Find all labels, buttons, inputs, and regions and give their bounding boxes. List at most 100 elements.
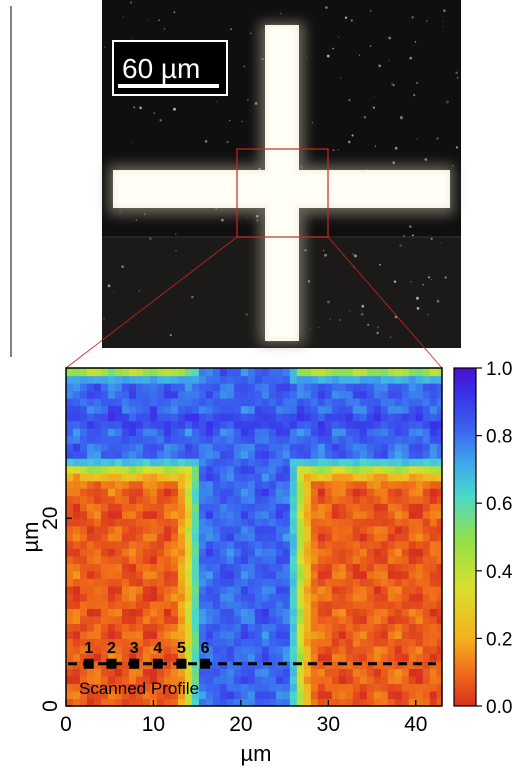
heatmap-cell (128, 675, 137, 685)
heatmap-cell (401, 488, 410, 497)
heatmap-cell (338, 608, 347, 617)
heatmap-cell (282, 555, 291, 564)
heatmap-cell (380, 495, 389, 504)
dust-speck (322, 249, 325, 251)
heatmap-cell (380, 525, 389, 534)
heatmap-cell (317, 668, 326, 677)
heatmap-cell (135, 698, 144, 706)
heatmap-cell (93, 660, 102, 670)
heatmap-cell (324, 450, 333, 459)
heatmap-cell (380, 533, 389, 542)
heatmap-cell (436, 675, 442, 685)
heatmap-cell (73, 503, 81, 512)
heatmap-cell (107, 368, 116, 377)
heatmap-cell (73, 368, 81, 377)
heatmap-cell (331, 450, 340, 459)
heatmap-cell (289, 383, 298, 392)
heatmap-cell (191, 443, 200, 452)
y-tick-label: 20 (39, 507, 62, 530)
heatmap-cell (191, 653, 200, 662)
heatmap-cell (79, 383, 88, 392)
heatmap-cell (107, 690, 116, 700)
heatmap-cell (317, 473, 326, 482)
heatmap-cell (296, 563, 305, 572)
heatmap-cell (394, 428, 403, 437)
heatmap-cell (394, 420, 403, 429)
heatmap-cell (156, 510, 165, 519)
heatmap-cell (254, 428, 263, 437)
heatmap-cell (149, 375, 158, 384)
heatmap-cell (296, 503, 305, 512)
heatmap-cell (317, 503, 326, 512)
heatmap-cell (373, 390, 382, 399)
heatmap-cell (352, 593, 361, 602)
heatmap-cell (254, 413, 263, 422)
dust-speck (442, 20, 444, 22)
heatmap-cell (387, 450, 396, 459)
heatmap-cell (247, 698, 256, 706)
heatmap-cell (79, 435, 88, 444)
heatmap-cell (184, 495, 193, 504)
heatmap-cell (107, 420, 116, 429)
dust-speck (411, 234, 414, 237)
heatmap-cell (73, 405, 81, 414)
heatmap-cell (107, 510, 116, 519)
heatmap-cell (387, 645, 396, 655)
heatmap-cell (415, 683, 424, 692)
heatmap-cell (240, 638, 249, 647)
heatmap-cell (254, 608, 263, 617)
heatmap-cell (79, 623, 88, 632)
heatmap-cell (338, 443, 347, 452)
heatmap-cell (359, 405, 368, 414)
heatmap-cell (184, 458, 193, 467)
heatmap-cell (191, 428, 200, 437)
heatmap-cell (121, 608, 130, 617)
heatmap-cell (366, 563, 375, 572)
heatmap-cell (289, 428, 298, 437)
heatmap-cell (261, 578, 270, 587)
heatmap-cell (66, 630, 74, 639)
heatmap-cell (359, 533, 368, 542)
heatmap-cell (226, 570, 235, 579)
dust-speck (426, 313, 429, 316)
heatmap-cell (352, 548, 361, 557)
heatmap-cell (415, 413, 424, 422)
dust-speck (439, 242, 441, 244)
heatmap-cell (142, 443, 151, 452)
heatmap-cell (359, 645, 368, 655)
heatmap-cell (191, 683, 200, 692)
colorbar-tick-label: 1.0 (486, 359, 512, 380)
dust-speck (324, 253, 327, 257)
heatmap-cell (128, 555, 137, 564)
heatmap-cell (66, 645, 74, 655)
heatmap-cell (226, 518, 235, 527)
heatmap-cell (310, 428, 319, 437)
dust-speck (360, 312, 364, 316)
heatmap-cell (177, 495, 186, 504)
heatmap-cell (219, 645, 228, 655)
heatmap-cell (170, 383, 179, 392)
heatmap-cell (359, 383, 368, 392)
heatmap-cell (240, 533, 249, 542)
heatmap-cell (261, 518, 270, 527)
heatmap-cell (317, 698, 326, 706)
heatmap-cell (170, 653, 179, 662)
heatmap-cell (380, 615, 389, 624)
dust-speck (351, 134, 354, 137)
heatmap-cell (401, 578, 410, 587)
heatmap-cell (359, 473, 368, 482)
heatmap-cell (415, 645, 424, 655)
heatmap-cell (73, 480, 81, 489)
heatmap-cell (79, 698, 88, 706)
heatmap-cell (107, 465, 116, 474)
heatmap-cell (247, 578, 256, 587)
heatmap-cell (373, 683, 382, 692)
heatmap-cell (156, 683, 165, 692)
heatmap-cell (324, 405, 333, 414)
heatmap-cell (366, 510, 375, 519)
heatmap-cell (352, 428, 361, 437)
heatmap-cell (142, 450, 151, 459)
heatmap-cell (219, 533, 228, 542)
heatmap-cell (289, 495, 298, 504)
heatmap-cell (324, 480, 333, 489)
